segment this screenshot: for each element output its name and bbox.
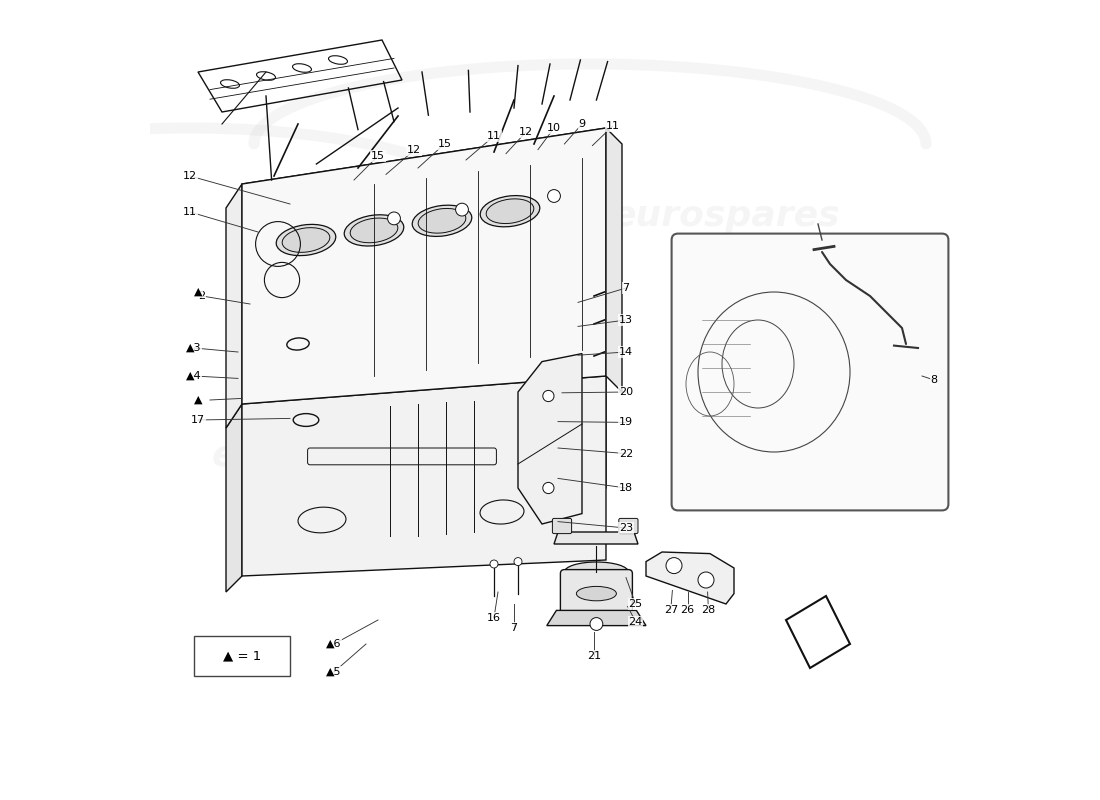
FancyBboxPatch shape	[552, 518, 572, 534]
Circle shape	[455, 203, 469, 216]
Text: 12: 12	[519, 127, 534, 137]
Text: 2: 2	[198, 291, 206, 301]
Text: 8: 8	[931, 375, 937, 385]
Text: 11: 11	[183, 207, 197, 217]
Text: 19: 19	[619, 418, 634, 427]
Text: 7: 7	[623, 283, 629, 293]
Ellipse shape	[412, 205, 472, 237]
Ellipse shape	[481, 195, 540, 227]
Polygon shape	[242, 376, 606, 576]
Polygon shape	[226, 404, 242, 592]
Text: ▲ = 1: ▲ = 1	[223, 650, 261, 662]
Circle shape	[387, 212, 400, 225]
Text: 15: 15	[371, 151, 385, 161]
Text: ▲: ▲	[194, 287, 202, 297]
Ellipse shape	[564, 562, 628, 582]
Text: eurospares: eurospares	[211, 439, 440, 473]
Text: eurospares: eurospares	[612, 199, 840, 233]
Text: 20: 20	[619, 387, 634, 397]
FancyBboxPatch shape	[560, 570, 632, 616]
Circle shape	[666, 558, 682, 574]
Text: ▲6: ▲6	[327, 639, 342, 649]
Text: ▲4: ▲4	[186, 371, 201, 381]
Bar	[194, 636, 290, 676]
Polygon shape	[518, 354, 582, 524]
Text: 21: 21	[587, 651, 601, 661]
Circle shape	[490, 560, 498, 568]
FancyBboxPatch shape	[619, 518, 638, 534]
Ellipse shape	[418, 209, 465, 233]
Text: 9: 9	[579, 119, 585, 129]
Ellipse shape	[350, 218, 398, 242]
Polygon shape	[554, 532, 638, 544]
FancyBboxPatch shape	[672, 234, 948, 510]
Ellipse shape	[576, 586, 616, 601]
Ellipse shape	[276, 224, 336, 256]
Text: ▲: ▲	[194, 395, 202, 405]
Text: 14: 14	[619, 347, 634, 357]
Text: 22: 22	[619, 449, 634, 458]
Text: 16: 16	[487, 613, 500, 622]
Polygon shape	[242, 128, 606, 256]
Polygon shape	[242, 376, 606, 516]
Text: 28: 28	[702, 605, 715, 614]
Text: 27: 27	[663, 605, 678, 614]
Text: 17: 17	[191, 415, 205, 425]
Text: ▲3: ▲3	[186, 343, 201, 353]
Text: 15: 15	[438, 139, 451, 149]
Ellipse shape	[283, 228, 330, 252]
Text: 11: 11	[487, 131, 500, 141]
Text: 12: 12	[407, 146, 421, 155]
Polygon shape	[242, 128, 606, 404]
Circle shape	[514, 558, 522, 566]
Circle shape	[590, 618, 603, 630]
Text: 10: 10	[547, 123, 561, 133]
Circle shape	[698, 572, 714, 588]
Polygon shape	[606, 128, 621, 392]
Polygon shape	[646, 552, 734, 604]
Ellipse shape	[486, 199, 534, 223]
Text: 13: 13	[619, 315, 632, 325]
Text: 12: 12	[183, 171, 197, 181]
Text: 25: 25	[628, 599, 642, 609]
Circle shape	[542, 482, 554, 494]
Text: 18: 18	[619, 483, 634, 493]
Text: 7: 7	[510, 623, 518, 633]
Text: 11: 11	[605, 122, 619, 131]
Circle shape	[542, 390, 554, 402]
Text: 26: 26	[681, 605, 695, 614]
Text: ▲5: ▲5	[327, 667, 342, 677]
Ellipse shape	[344, 214, 404, 246]
Text: 24: 24	[628, 617, 642, 626]
Polygon shape	[226, 184, 242, 428]
Text: 23: 23	[619, 523, 634, 533]
Polygon shape	[547, 610, 646, 626]
Circle shape	[548, 190, 560, 202]
